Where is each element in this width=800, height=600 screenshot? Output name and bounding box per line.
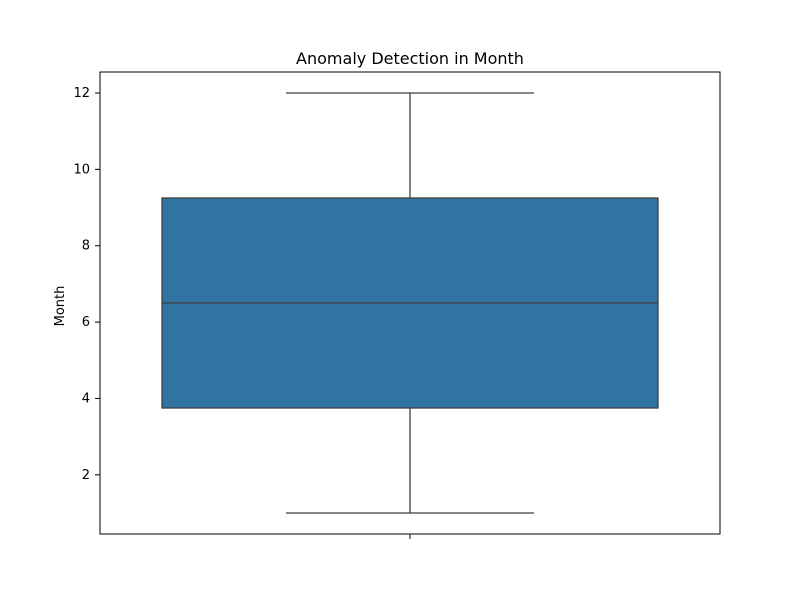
- y-tick-label: 12: [73, 86, 90, 101]
- plot-area: 2 4 6 8 10 12: [73, 71, 721, 539]
- y-tick-label: 8: [82, 239, 90, 254]
- y-tick-label: 2: [82, 468, 90, 483]
- chart-title: Anomaly Detection in Month: [296, 49, 524, 68]
- y-tick-label: 4: [82, 391, 90, 406]
- y-axis-label: Month: [53, 286, 68, 327]
- y-tick-label: 6: [82, 315, 90, 330]
- y-tick-label: 10: [73, 162, 90, 177]
